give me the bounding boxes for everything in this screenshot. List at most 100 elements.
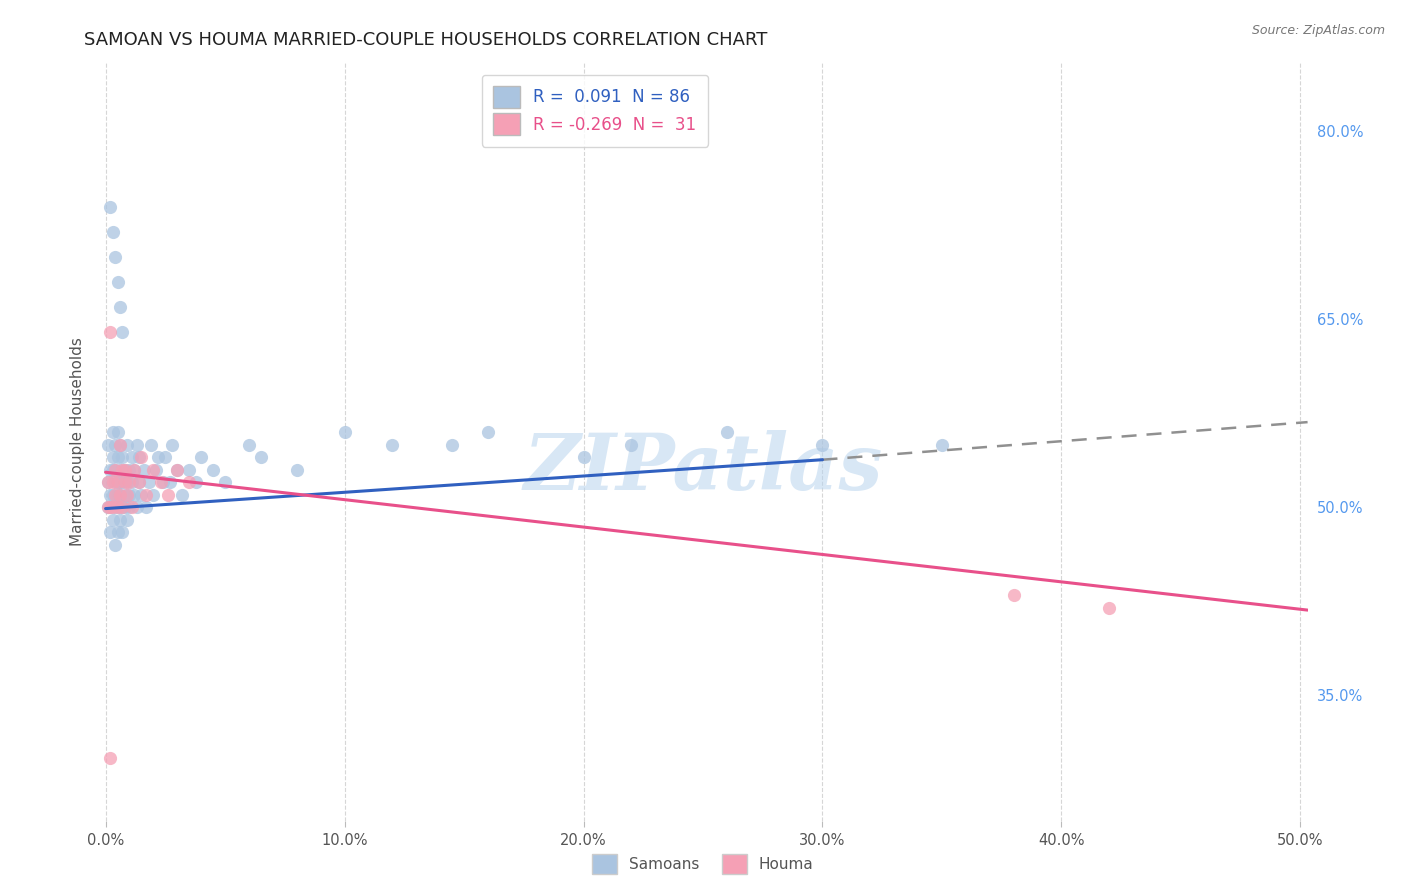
Point bbox=[156, 488, 179, 502]
Point bbox=[114, 463, 136, 477]
Point bbox=[101, 488, 124, 502]
Point bbox=[107, 488, 129, 502]
Point bbox=[98, 325, 121, 339]
Point bbox=[115, 488, 138, 502]
Point bbox=[98, 488, 121, 502]
Legend: R =  0.091  N = 86, R = -0.269  N =  31: R = 0.091 N = 86, R = -0.269 N = 31 bbox=[482, 75, 709, 146]
Point bbox=[179, 463, 201, 477]
Point bbox=[108, 488, 131, 502]
Point bbox=[108, 475, 131, 490]
Point bbox=[107, 500, 129, 515]
Point bbox=[152, 475, 174, 490]
Point bbox=[381, 438, 404, 452]
Point bbox=[142, 463, 165, 477]
Point bbox=[101, 463, 124, 477]
Point bbox=[98, 500, 121, 515]
Point bbox=[149, 475, 172, 490]
Point bbox=[238, 438, 260, 452]
Point bbox=[121, 475, 143, 490]
Point bbox=[139, 438, 162, 452]
Point bbox=[190, 450, 212, 465]
Point bbox=[186, 475, 208, 490]
Point bbox=[122, 463, 145, 477]
Point bbox=[111, 325, 134, 339]
Point bbox=[128, 475, 150, 490]
Point bbox=[118, 463, 141, 477]
Point bbox=[572, 450, 595, 465]
Point bbox=[159, 475, 181, 490]
Point bbox=[128, 475, 150, 490]
Text: ZIPatlas: ZIPatlas bbox=[523, 430, 883, 507]
Point bbox=[97, 500, 120, 515]
Point bbox=[135, 488, 157, 502]
Point bbox=[104, 538, 127, 552]
Point bbox=[108, 438, 131, 452]
Point bbox=[250, 450, 273, 465]
Point bbox=[111, 500, 134, 515]
Point bbox=[1098, 600, 1121, 615]
Point bbox=[107, 500, 129, 515]
Point bbox=[179, 475, 201, 490]
Point bbox=[108, 300, 131, 314]
Point bbox=[108, 513, 131, 527]
Point bbox=[128, 450, 150, 465]
Point bbox=[101, 513, 124, 527]
Point bbox=[107, 525, 129, 540]
Point bbox=[477, 425, 499, 439]
Point bbox=[111, 525, 134, 540]
Point bbox=[811, 438, 834, 452]
Point bbox=[146, 450, 169, 465]
Point bbox=[122, 463, 145, 477]
Point bbox=[107, 475, 129, 490]
Point bbox=[108, 438, 131, 452]
Point bbox=[138, 475, 160, 490]
Point bbox=[101, 475, 124, 490]
Point bbox=[122, 488, 145, 502]
Point bbox=[98, 500, 121, 515]
Point bbox=[114, 475, 136, 490]
Point bbox=[104, 488, 127, 502]
Point bbox=[121, 500, 143, 515]
Point bbox=[111, 450, 134, 465]
Point bbox=[716, 425, 738, 439]
Point bbox=[108, 488, 131, 502]
Point bbox=[620, 438, 643, 452]
Point bbox=[98, 463, 121, 477]
Point bbox=[107, 450, 129, 465]
Point bbox=[111, 475, 134, 490]
Point bbox=[97, 500, 120, 515]
Point bbox=[125, 438, 148, 452]
Point bbox=[101, 425, 124, 439]
Point bbox=[115, 438, 138, 452]
Point bbox=[114, 488, 136, 502]
Point bbox=[98, 200, 121, 214]
Point bbox=[170, 488, 193, 502]
Point bbox=[114, 500, 136, 515]
Point bbox=[333, 425, 356, 439]
Point bbox=[104, 463, 127, 477]
Point bbox=[1002, 588, 1025, 602]
Point bbox=[111, 463, 134, 477]
Point bbox=[107, 275, 129, 289]
Point bbox=[97, 438, 120, 452]
Point bbox=[135, 500, 157, 515]
Point bbox=[441, 438, 464, 452]
Point bbox=[115, 475, 138, 490]
Point bbox=[132, 463, 155, 477]
Legend: Samoans, Houma: Samoans, Houma bbox=[586, 848, 820, 880]
Point bbox=[121, 450, 143, 465]
Point bbox=[104, 475, 127, 490]
Point bbox=[101, 450, 124, 465]
Point bbox=[162, 438, 184, 452]
Point bbox=[166, 463, 188, 477]
Point bbox=[931, 438, 953, 452]
Point bbox=[104, 438, 127, 452]
Point bbox=[104, 463, 127, 477]
Point bbox=[104, 500, 127, 515]
Text: SAMOAN VS HOUMA MARRIED-COUPLE HOUSEHOLDS CORRELATION CHART: SAMOAN VS HOUMA MARRIED-COUPLE HOUSEHOLD… bbox=[84, 31, 768, 49]
Point bbox=[97, 475, 120, 490]
Point bbox=[131, 488, 153, 502]
Point bbox=[118, 475, 141, 490]
Point bbox=[155, 450, 177, 465]
Point bbox=[285, 463, 308, 477]
